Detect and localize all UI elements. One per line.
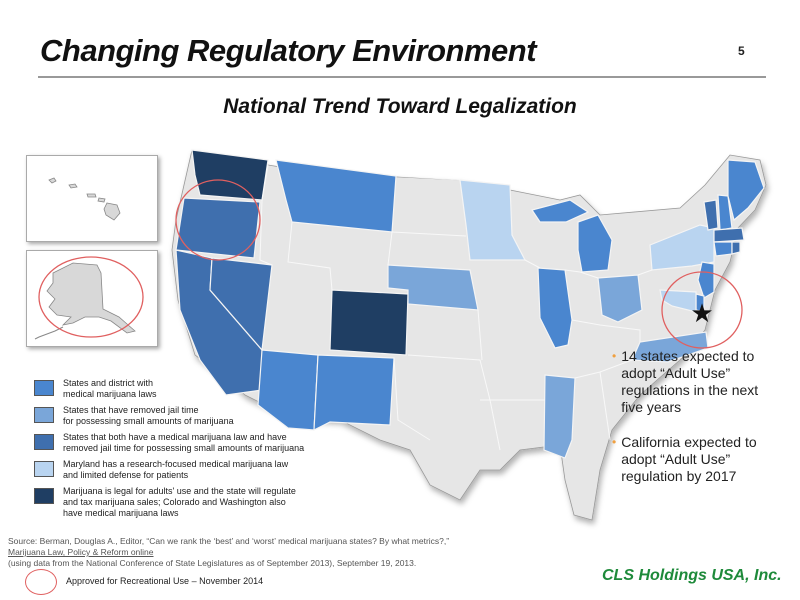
legend-item-legal: Marijuana is legal for adults' use and t…	[34, 486, 364, 519]
legend-label-legal: Marijuana is legal for adults' use and t…	[63, 486, 296, 518]
state-north-carolina	[631, 331, 709, 363]
bullet-california: • California expected to adopt “Adult Us…	[612, 434, 757, 484]
state-new-hampshire	[717, 194, 733, 231]
state-arizona	[257, 349, 319, 431]
bullet-dot-icon: •	[612, 349, 617, 363]
state-massachusetts	[713, 227, 745, 243]
legend-swatch-maryland	[34, 461, 54, 477]
alaska-inset	[26, 250, 158, 347]
dc-recreational-circle	[661, 271, 743, 349]
hawaii-inset	[26, 155, 158, 242]
aleutian-islands-shape	[34, 326, 64, 340]
alaska-recreational-circle	[38, 256, 144, 338]
bullet-adult-use-states: • 14 states expected to adopt “Adult Use…	[612, 348, 759, 415]
title-divider	[38, 76, 766, 78]
state-ohio	[597, 274, 643, 323]
legend-swatch-medical	[34, 380, 54, 396]
state-montana	[275, 159, 397, 233]
state-maryland	[659, 289, 697, 313]
state-new-mexico	[313, 354, 395, 431]
company-brand: CLS Holdings USA, Inc.	[602, 567, 782, 584]
legend-swatch-legal	[34, 488, 54, 504]
state-connecticut	[713, 241, 733, 257]
state-mississippi	[543, 374, 576, 459]
source-citation: Source: Berman, Douglas A., Editor, “Can…	[8, 536, 568, 569]
legend-item-medical: States and district with medical marijua…	[34, 378, 364, 400]
source-link[interactable]: Marijuana Law, Policy & Reform online	[8, 547, 154, 557]
state-rhode-island	[731, 241, 741, 255]
state-vermont	[703, 199, 719, 231]
legend-label-decriminalized: States that have removed jail time for p…	[63, 405, 234, 426]
recreational-key-label: Approved for Recreational Use – November…	[66, 576, 264, 586]
alaska-shape	[46, 262, 136, 334]
legend-label-both: States that both have a medical marijuan…	[63, 432, 305, 453]
legend-label-maryland: Maryland has a research-focused medical …	[63, 459, 289, 480]
state-nebraska	[387, 264, 479, 311]
dc-star-icon: ★	[690, 299, 713, 329]
state-colorado	[329, 289, 409, 356]
legend-label-medical: States and district with medical marijua…	[63, 378, 157, 399]
recreational-key-circle-icon	[25, 569, 57, 595]
bullet-list: • 14 states expected to adopt “Adult Use…	[612, 348, 800, 503]
map-legend: States and district with medical marijua…	[34, 378, 364, 524]
state-washington	[191, 149, 269, 201]
state-michigan	[577, 214, 613, 273]
state-michigan-upper	[531, 199, 590, 223]
legend-swatch-both	[34, 434, 54, 450]
legend-item-both: States that both have a medical marijuan…	[34, 432, 364, 454]
legend-swatch-decriminalized	[34, 407, 54, 423]
state-maine	[727, 159, 765, 222]
hawaii-shape	[48, 177, 121, 221]
oregon-recreational-circle	[175, 179, 261, 261]
slide-subtitle: National Trend Toward Legalization	[223, 95, 577, 118]
legend-item-maryland: Maryland has a research-focused medical …	[34, 459, 364, 481]
page-number: 5	[738, 44, 745, 58]
slide-title: Changing Regulatory Environment	[40, 33, 537, 68]
state-new-jersey	[697, 261, 715, 299]
legend-item-decriminalized: States that have removed jail time for p…	[34, 405, 364, 427]
bullet-dot-icon: •	[612, 435, 617, 449]
